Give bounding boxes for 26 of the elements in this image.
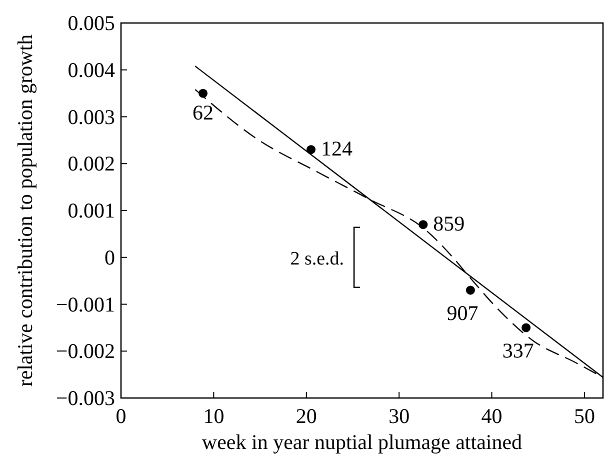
point (466, 286, 475, 295)
y-tick-label: 0.005 (68, 11, 115, 35)
x-tick-label: 50 (574, 404, 595, 428)
annotation: 337 (502, 338, 534, 363)
x-tick-label: 10 (203, 404, 224, 428)
annotation: 62 (192, 100, 214, 124)
y-tick-label: −0.003 (56, 386, 115, 410)
y-tick-label: 0.004 (68, 58, 116, 82)
y-tick-label: −0.001 (56, 292, 115, 316)
x-tick-label: 20 (296, 404, 317, 428)
y-axis-title: relative contribution to population growth (13, 34, 37, 387)
x-axis-title: week in year nuptial plumage attained (202, 430, 523, 454)
y-tick-label: −0.002 (56, 339, 115, 364)
point (418, 220, 428, 230)
point (306, 145, 316, 154)
annotation: 859 (433, 212, 465, 236)
y-tick-label: 0.002 (68, 152, 115, 176)
y-tick-label: 0 (104, 245, 115, 270)
y-tick-label: 0.003 (68, 104, 115, 129)
annotation: 124 (321, 136, 354, 161)
annotation: 2 s.e.d. (290, 248, 344, 270)
annotation: 907 (446, 301, 478, 326)
x-tick-label: 40 (481, 404, 502, 428)
x-tick-label: 30 (388, 404, 410, 428)
point (522, 323, 531, 332)
y-tick-label: 0.001 (68, 198, 115, 222)
